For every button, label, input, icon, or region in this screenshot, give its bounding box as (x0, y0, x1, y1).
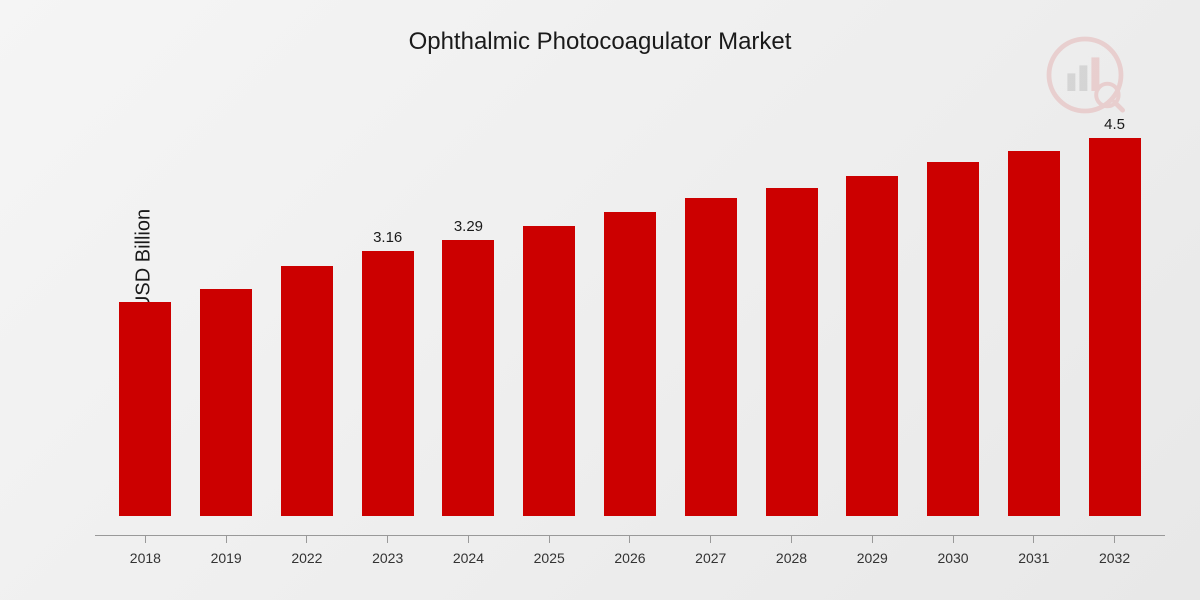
x-axis-label: 2029 (857, 550, 888, 566)
bar-value-label: 3.29 (454, 218, 483, 235)
x-tick-group: 2018 (105, 565, 186, 566)
x-tick-group: 2030 (913, 565, 994, 566)
bar-group (590, 212, 671, 516)
tick-mark (1114, 535, 1115, 543)
bar-group (832, 176, 913, 516)
bar (442, 240, 494, 516)
bar-group (913, 162, 994, 516)
x-tick-group: 2026 (590, 565, 671, 566)
tick-mark (710, 535, 711, 543)
bar-group (751, 188, 832, 516)
x-axis-label: 2026 (614, 550, 645, 566)
x-axis-label: 2030 (937, 550, 968, 566)
x-tick-group: 2031 (993, 565, 1074, 566)
x-tick-group: 2024 (428, 565, 509, 566)
x-axis-label: 2022 (291, 550, 322, 566)
x-axis-label: 2032 (1099, 550, 1130, 566)
bar (362, 251, 414, 516)
bar-group (993, 151, 1074, 516)
x-axis-ticks: 2018201920222023202420252026202720282029… (95, 565, 1165, 566)
x-tick-group: 2027 (670, 565, 751, 566)
bar-value-label: 3.16 (373, 229, 402, 246)
x-axis-label: 2023 (372, 550, 403, 566)
x-axis-label: 2028 (776, 550, 807, 566)
x-tick-group: 2023 (347, 565, 428, 566)
bar-group: 4.5 (1074, 138, 1155, 516)
bar-group (186, 289, 267, 516)
x-axis-label: 2027 (695, 550, 726, 566)
x-axis-label: 2031 (1018, 550, 1049, 566)
tick-mark (549, 535, 550, 543)
tick-mark (629, 535, 630, 543)
bar-group (509, 226, 590, 516)
tick-mark (468, 535, 469, 543)
bar (281, 266, 333, 516)
bar-value-label: 4.5 (1104, 116, 1125, 133)
x-axis-label: 2024 (453, 550, 484, 566)
bar (119, 302, 171, 516)
bar (927, 162, 979, 516)
bar (604, 212, 656, 516)
x-tick-group: 2022 (267, 565, 348, 566)
chart-title: Ophthalmic Photocoagulator Market (0, 0, 1200, 66)
bar-group (105, 302, 186, 516)
x-axis-label: 2019 (211, 550, 242, 566)
bar-group: 3.29 (428, 240, 509, 516)
x-tick-group: 2025 (509, 565, 590, 566)
chart-container: Market Value in USD Billion 3.163.294.5 … (0, 66, 1200, 596)
bar-group (670, 198, 751, 516)
x-tick-group: 2028 (751, 565, 832, 566)
bar (1089, 138, 1141, 516)
tick-mark (953, 535, 954, 543)
plot-area: 3.163.294.5 (95, 96, 1165, 516)
bars-container: 3.163.294.5 (95, 96, 1165, 516)
bar (1008, 151, 1060, 516)
tick-mark (226, 535, 227, 543)
tick-mark (872, 535, 873, 543)
bar (685, 198, 737, 516)
bar (766, 188, 818, 516)
bar (846, 176, 898, 516)
bar-group: 3.16 (347, 251, 428, 516)
x-tick-group: 2032 (1074, 565, 1155, 566)
tick-mark (1033, 535, 1034, 543)
x-tick-group: 2029 (832, 565, 913, 566)
x-axis-label: 2025 (534, 550, 565, 566)
tick-mark (145, 535, 146, 543)
tick-mark (791, 535, 792, 543)
bar (523, 226, 575, 516)
bar-group (267, 266, 348, 516)
bar (200, 289, 252, 516)
tick-mark (306, 535, 307, 543)
x-tick-group: 2019 (186, 565, 267, 566)
tick-mark (387, 535, 388, 543)
x-axis-label: 2018 (130, 550, 161, 566)
